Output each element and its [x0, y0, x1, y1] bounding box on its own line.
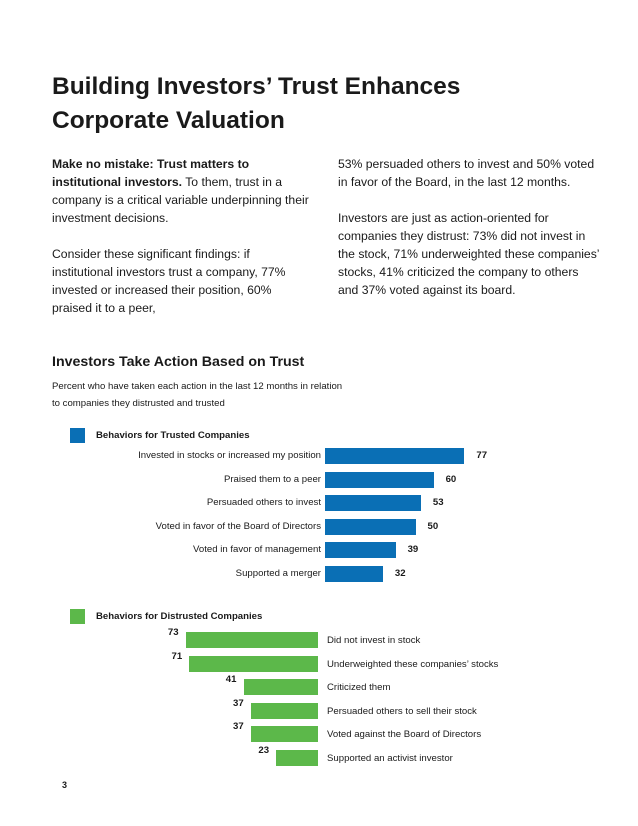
chart-subtitle: Percent who have taken each action in th… — [52, 381, 343, 409]
page-title-line-2: Corporate Valuation — [52, 107, 285, 134]
trusted-category-label: Invested in stocks or increased my posit… — [138, 450, 321, 461]
trusted-value-label: 50 — [427, 520, 439, 532]
trusted-category-label: Persuaded others to invest — [206, 497, 321, 509]
distrusted-bar — [185, 632, 318, 648]
trusted-category-label: Voted in favor of management — [193, 544, 321, 556]
distrusted-value-label: 71 — [171, 650, 183, 662]
chart-title: Investors Take Action Based on Trust — [52, 354, 305, 370]
legend-label-distrusted: Behaviors for Distrusted Companies — [96, 611, 263, 622]
trusted-bar — [325, 495, 421, 512]
distrusted-bar — [189, 655, 318, 672]
trusted-value-label: 32 — [394, 568, 406, 579]
distrusted-category-label: Criticized them — [327, 682, 391, 694]
distrusted-bar — [243, 679, 318, 696]
page-title: Building Investors’ Trust Enhances Corpo… — [52, 70, 592, 138]
lead-text: To them, trust in a company is a critica… — [52, 175, 309, 225]
trusted-bar — [325, 518, 416, 535]
legend-swatch-distrusted — [70, 609, 85, 624]
distrusted-category-label: Supported an activist investor — [327, 753, 453, 764]
distrusted-bar — [276, 750, 318, 766]
distrusted-value-label: 73 — [167, 627, 179, 638]
legend-label-trusted: Behaviors for Trusted Companies — [96, 430, 250, 441]
right-paragraph-2: Investors are just as action-oriented fo… — [338, 211, 600, 297]
distrusted-category-label: Did not invest in stock — [327, 635, 421, 646]
distrusted-value-label: 41 — [225, 674, 237, 686]
trusted-category-label: Praised them to a peer — [223, 473, 321, 485]
trusted-value-label: 53 — [432, 497, 444, 509]
right-paragraph-1: 53% persuaded others to invest and 50% v… — [338, 157, 595, 189]
trusted-value-label: 39 — [407, 544, 419, 556]
distrusted-category-label: Underweighted these companies’ stocks — [327, 658, 499, 670]
legend-swatch-trusted — [70, 428, 85, 443]
left-column: Make no mistake: Trust matters to instit… — [52, 155, 312, 317]
distrusted-bar — [251, 702, 318, 719]
trusted-value-label: 60 — [445, 473, 457, 485]
left-paragraph-1: Make no mistake: Trust matters to instit… — [52, 155, 312, 227]
distrusted-category-label: Persuaded others to sell their stock — [327, 705, 477, 717]
trusted-bar — [325, 448, 465, 464]
left-paragraph-2: Consider these significant findings: if … — [52, 247, 286, 315]
lead-emphasis: Make no mistake: Trust matters to instit… — [52, 157, 250, 189]
distrusted-bar — [251, 726, 318, 743]
distrusted-value-label: 37 — [233, 697, 244, 709]
distrusted-category-label: Voted against the Board of Directors — [327, 729, 482, 741]
page-number: 3 — [62, 780, 68, 790]
page-title-line-1: Building Investors’ Trust Enhances — [52, 73, 461, 100]
right-column: 53% persuaded others to invest and 50% v… — [338, 155, 600, 299]
distrusted-value-label: 23 — [258, 745, 270, 756]
trusted-value-label: 77 — [476, 450, 488, 461]
trusted-category-label: Supported a merger — [235, 568, 321, 579]
trusted-bar — [325, 542, 396, 559]
trusted-category-label: Voted in favor of the Board of Directors — [155, 520, 321, 532]
distrusted-value-label: 37 — [233, 721, 244, 733]
trusted-bar — [325, 566, 383, 582]
trusted-bar — [325, 471, 434, 488]
